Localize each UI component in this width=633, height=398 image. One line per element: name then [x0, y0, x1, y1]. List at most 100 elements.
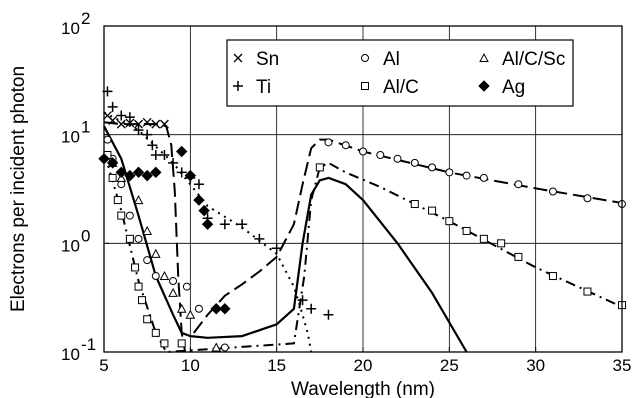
point-al-c — [428, 206, 437, 215]
x-tick: 5 — [99, 347, 109, 375]
point-al — [220, 343, 229, 352]
point-al — [583, 194, 592, 203]
point-al-c — [479, 234, 488, 243]
legend-marker-al — [361, 54, 369, 62]
point-al — [514, 180, 523, 189]
point-ti — [107, 101, 118, 112]
point-sn — [125, 118, 135, 128]
point-ti — [168, 157, 179, 168]
point-al — [393, 154, 402, 163]
y-tick-label: 10 — [61, 345, 80, 364]
y-tick-exponent: 2 — [81, 9, 90, 28]
point-ti — [176, 167, 187, 178]
point-ag — [106, 157, 119, 169]
legend-entry-al-c-sc: Al/C/Sc — [479, 49, 565, 70]
point-ag — [219, 303, 231, 315]
point-ag — [193, 194, 205, 206]
point-ag — [175, 145, 188, 158]
y-tick: 10-1 — [61, 335, 109, 364]
point-ag — [184, 169, 197, 182]
legend-marker-al-c-sc — [479, 52, 489, 62]
point-al-c — [131, 263, 140, 272]
series-line-al — [193, 138, 623, 334]
point-ti — [254, 233, 265, 244]
point-ti — [237, 219, 248, 230]
x-tick-label: 20 — [354, 356, 373, 375]
point-al-c — [137, 296, 146, 305]
point-al-c-sc — [176, 303, 187, 313]
y-tick-label: 10 — [61, 19, 80, 38]
legend: Sn Ti Al Al/C Al/C/Sc Ag — [226, 39, 574, 107]
point-ag — [210, 303, 222, 315]
point-ti — [306, 303, 317, 314]
point-al-c — [462, 226, 471, 235]
x-tick-label: 10 — [181, 356, 200, 375]
x-tick: 35 — [613, 347, 631, 375]
point-ti — [159, 149, 170, 160]
series-line-al-c-sc — [103, 125, 468, 353]
point-al — [324, 138, 333, 147]
point-al — [410, 158, 419, 167]
point-ti — [297, 295, 308, 306]
point-al-c — [583, 287, 592, 296]
point-al — [376, 150, 385, 159]
point-al — [125, 211, 134, 220]
point-ti — [323, 309, 334, 320]
point-al-c-sc — [168, 287, 178, 297]
y-tick-exponent: 1 — [81, 118, 90, 137]
point-ti — [219, 219, 230, 230]
legend-entry-ag: Ag — [478, 77, 525, 98]
point-al-c — [134, 282, 143, 291]
point-ti — [147, 140, 158, 151]
point-al — [462, 171, 471, 180]
y-tick-label: 10 — [61, 236, 80, 255]
point-al-c-sc — [211, 342, 222, 352]
series-markers — [98, 86, 626, 352]
point-al-c-sc — [159, 270, 170, 281]
point-ag — [124, 169, 136, 182]
point-al-c — [315, 163, 324, 172]
point-al — [445, 168, 454, 177]
legend-marker-al-c — [361, 82, 369, 90]
point-sn — [159, 119, 169, 129]
point-al — [194, 304, 203, 313]
point-al — [359, 147, 367, 156]
point-al-c — [151, 328, 160, 337]
point-al-c — [177, 339, 186, 348]
x-tick: 15 — [267, 347, 286, 375]
legend-label-al-c-sc: Al/C/Sc — [502, 49, 565, 70]
point-sn — [108, 116, 118, 125]
y-tick: 102 — [61, 9, 109, 38]
legend-box — [226, 39, 574, 107]
point-sn — [151, 119, 161, 129]
point-al — [134, 234, 143, 243]
point-sn — [134, 119, 143, 129]
y-axis-title: Electrons per incident photon — [8, 66, 29, 312]
y-tick: 100 — [61, 226, 109, 255]
point-ti — [142, 129, 153, 140]
x-tick: 25 — [440, 347, 459, 375]
y-tick-exponent: -1 — [81, 335, 96, 354]
point-ti — [133, 125, 144, 136]
point-ti — [124, 112, 135, 123]
legend-label-al-c: Al/C — [383, 77, 419, 98]
legend-label-ti: Ti — [256, 77, 271, 98]
legend-marker-ti — [233, 81, 243, 91]
point-al-c — [108, 173, 117, 182]
point-al — [182, 282, 191, 291]
legend-label-sn: Sn — [256, 49, 279, 70]
x-tick-label: 25 — [440, 356, 459, 375]
point-ag — [150, 166, 162, 179]
x-tick: 20 — [354, 347, 373, 375]
point-ag — [201, 218, 214, 230]
point-sn — [116, 119, 126, 129]
point-al — [169, 277, 178, 286]
x-axis-title: Wavelength (nm) — [291, 379, 435, 398]
point-al — [479, 173, 488, 182]
point-al-c-sc — [150, 248, 161, 258]
point-al — [428, 163, 437, 172]
point-al-c — [548, 272, 557, 281]
point-al-c — [445, 217, 454, 226]
